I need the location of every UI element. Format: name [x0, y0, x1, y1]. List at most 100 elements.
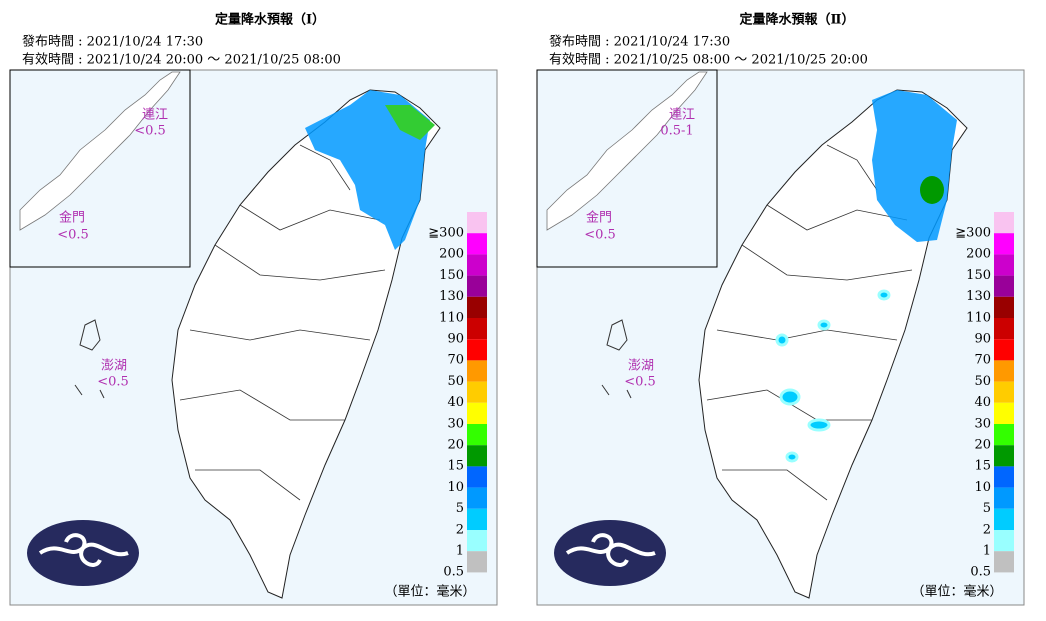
- legend-swatch: [994, 212, 1014, 234]
- legend-label: 90: [974, 332, 991, 347]
- legend-swatch: [994, 318, 1014, 340]
- legend-swatch: [467, 466, 487, 488]
- rain-spot: [817, 319, 831, 331]
- legend-label: 20: [447, 438, 464, 453]
- region-value: <0.5: [97, 375, 129, 390]
- region-name: 澎湖: [628, 359, 654, 374]
- legend-label: 200: [966, 247, 991, 262]
- legend-swatch: [467, 487, 487, 509]
- legend-swatch: [994, 487, 1014, 509]
- legend-label: 70: [447, 353, 464, 368]
- legend-swatch: [467, 233, 487, 255]
- legend-label: 40: [974, 395, 991, 410]
- legend-label: 30: [447, 416, 464, 431]
- legend-label: 30: [974, 416, 991, 431]
- region-name: 連江: [669, 108, 695, 123]
- legend-swatch: [467, 254, 487, 276]
- region-name: 澎湖: [101, 359, 127, 374]
- rain-spot: [779, 388, 801, 406]
- legend-swatch: [467, 360, 487, 382]
- legend-label: 20: [974, 438, 991, 453]
- unit-label: （單位：毫米）: [911, 584, 1002, 600]
- rain-area-heavy: [385, 105, 435, 140]
- penghu-islands: [601, 319, 632, 399]
- legend-swatch: [467, 381, 487, 403]
- cwb-logo-swirl: [565, 533, 656, 567]
- legend-label: 5: [456, 501, 464, 516]
- legend-label: 15: [974, 459, 991, 474]
- legend-swatch: [467, 275, 487, 297]
- legend-label: ≧300: [955, 226, 991, 241]
- region-name: 金門: [59, 210, 85, 226]
- county-lines: [179, 144, 386, 501]
- legend-swatch: [994, 508, 1014, 530]
- legend-swatch: [994, 254, 1014, 276]
- legend-swatch: [994, 466, 1014, 488]
- region-value: <0.5: [57, 228, 89, 243]
- legend-label: 50: [974, 374, 991, 389]
- legend-swatch: [994, 445, 1014, 467]
- inset-frame: [9, 69, 191, 268]
- legend-label: 10: [974, 480, 991, 495]
- inset-frame: [536, 69, 718, 268]
- legend-label: 70: [974, 353, 991, 368]
- rain-area: [872, 90, 957, 242]
- legend-swatch: [994, 530, 1014, 552]
- region-value: <0.5: [624, 375, 656, 390]
- legend-swatch: [467, 318, 487, 340]
- map-panel: 定量降水預報（Ⅱ） 發布時間 : 2021/10/24 17:30 有效時間 : 2…: [536, 12, 1025, 606]
- legend-label: 110: [966, 310, 991, 325]
- county-lines: [706, 144, 913, 501]
- valid-time: 有效時間 : 2021/10/24 20:00 ～ 2021/10/25 08:…: [22, 53, 341, 68]
- legend-label: 10: [447, 480, 464, 495]
- legend-label: ≧300: [428, 226, 464, 241]
- legend-label: 150: [439, 268, 464, 283]
- inset-coast: [546, 71, 708, 231]
- legend-label: 40: [447, 395, 464, 410]
- legend-label: 2: [456, 522, 464, 537]
- rain-area-heavy: [920, 176, 944, 204]
- cwb-logo-swirl: [38, 533, 129, 567]
- rain-spot: [807, 418, 831, 432]
- legend-label: 50: [447, 374, 464, 389]
- legend-label: 110: [439, 310, 464, 325]
- issued-time: 發布時間 : 2021/10/24 17:30: [549, 35, 730, 50]
- rain-spot: [775, 333, 789, 347]
- legend-swatch: [994, 360, 1014, 382]
- unit-label: （單位：毫米）: [384, 584, 475, 600]
- rain-spot: [877, 289, 891, 301]
- legend-label: 130: [439, 289, 464, 304]
- rain-spot: [785, 451, 799, 463]
- inset-coast: [19, 71, 181, 231]
- legend-swatch: [994, 296, 1014, 318]
- region-value: <0.5: [134, 124, 166, 139]
- legend-swatch: [467, 424, 487, 446]
- issued-time: 發布時間 : 2021/10/24 17:30: [22, 35, 203, 50]
- legend-label: 0.5: [970, 565, 991, 580]
- legend-swatch: [994, 381, 1014, 403]
- legend-label: 130: [966, 289, 991, 304]
- legend-swatch: [467, 212, 487, 234]
- legend-label: 0.5: [443, 565, 464, 580]
- region-name: 連江: [142, 108, 168, 123]
- legend-swatch: [994, 402, 1014, 424]
- region-value: 0.5-1: [660, 124, 693, 139]
- legend-label: 2: [983, 522, 991, 537]
- map-panel: 定量降水預報（Ⅰ） 發布時間 : 2021/10/24 17:30 有效時間 : 2…: [9, 12, 498, 606]
- region-name: 金門: [586, 210, 612, 226]
- legend-label: 150: [966, 268, 991, 283]
- penghu-islands: [74, 319, 105, 399]
- legend-label: 1: [983, 544, 991, 559]
- legend-swatch: [467, 402, 487, 424]
- region-value: <0.5: [584, 228, 616, 243]
- legend-swatch: [994, 424, 1014, 446]
- legend-swatch: [467, 551, 487, 573]
- panel-title: 定量降水預報（Ⅱ）: [739, 12, 855, 28]
- legend-swatch: [467, 339, 487, 361]
- legend-swatch: [994, 339, 1014, 361]
- legend-swatch: [994, 233, 1014, 255]
- legend-label: 5: [983, 501, 991, 516]
- legend-label: 1: [456, 544, 464, 559]
- legend-swatch: [467, 530, 487, 552]
